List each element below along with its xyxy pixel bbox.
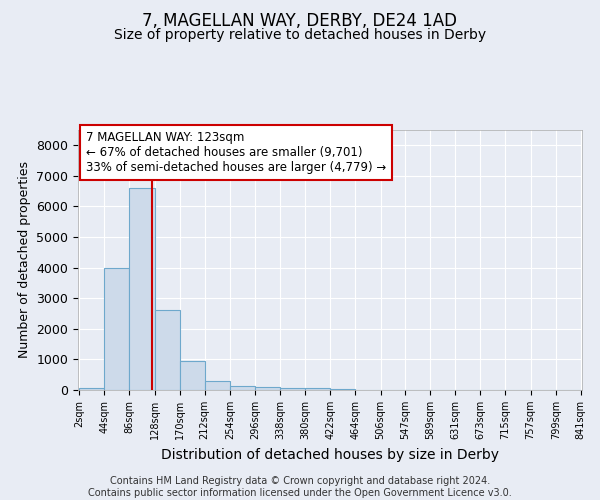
Bar [155,310,179,390]
Bar [305,388,330,390]
Bar [179,360,205,390]
Bar [230,386,255,390]
Bar [79,388,104,390]
Text: 7, MAGELLAN WAY, DERBY, DE24 1AD: 7, MAGELLAN WAY, DERBY, DE24 1AD [143,12,458,30]
Bar [280,388,305,390]
Text: Size of property relative to detached houses in Derby: Size of property relative to detached ho… [114,28,486,42]
Text: Contains HM Land Registry data © Crown copyright and database right 2024.
Contai: Contains HM Land Registry data © Crown c… [88,476,512,498]
Text: 7 MAGELLAN WAY: 123sqm
← 67% of detached houses are smaller (9,701)
33% of semi-: 7 MAGELLAN WAY: 123sqm ← 67% of detached… [86,132,386,174]
X-axis label: Distribution of detached houses by size in Derby: Distribution of detached houses by size … [161,448,499,462]
Y-axis label: Number of detached properties: Number of detached properties [18,162,31,358]
Bar [255,386,280,390]
Bar [205,380,230,390]
Bar [104,268,130,390]
Bar [330,388,355,390]
Bar [130,188,155,390]
